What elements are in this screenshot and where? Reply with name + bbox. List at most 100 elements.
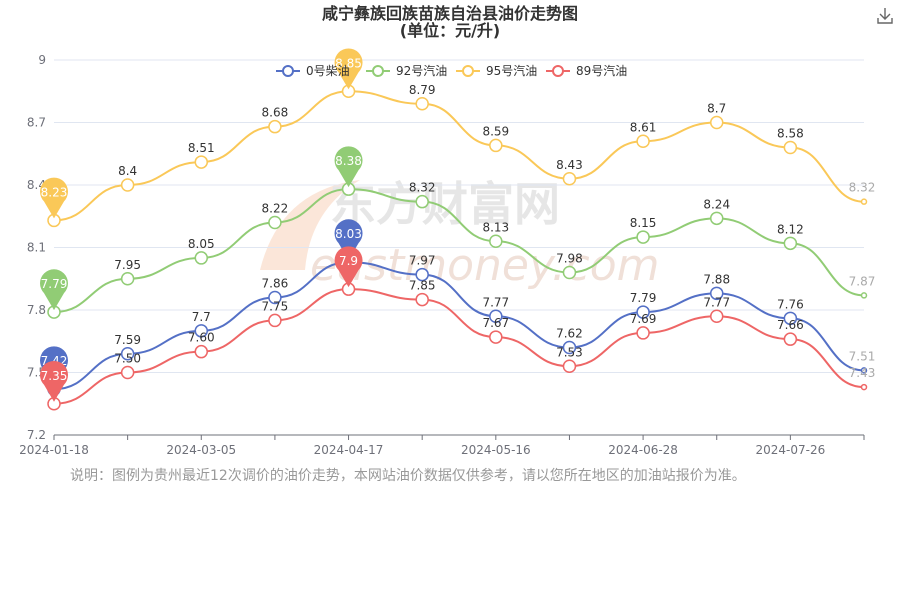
series-3: 7.50 7.60 7.75 7.85 7.67 7.53 7.69 7.77 7.66 7.43: [47, 279, 875, 411]
markpoint: 8.38: [334, 146, 363, 188]
data-point: [636, 134, 650, 148]
data-point: [860, 367, 868, 374]
legend-symbol: [372, 65, 384, 77]
data-point: [268, 290, 282, 305]
data-point: [120, 272, 135, 286]
data-point: [783, 332, 798, 346]
data-label: 8.79: [409, 83, 436, 97]
data-label: 8.05: [188, 237, 215, 251]
data-label: 8.68: [262, 106, 289, 120]
legend-item[interactable]: 95号汽油: [456, 63, 537, 78]
markpoint-pin: [40, 360, 69, 402]
x-tick-label: 2024-04-17: [314, 443, 384, 457]
data-point: [783, 311, 798, 326]
data-label: 7.97: [409, 254, 436, 268]
y-tick-label: 7.8: [27, 303, 46, 317]
data-label: 7.85: [409, 279, 436, 293]
data-point: [268, 215, 282, 230]
data-point: [709, 115, 724, 130]
data-label: 7.95: [114, 258, 141, 272]
data-point: [562, 172, 577, 186]
data-label: 8.15: [630, 216, 657, 230]
data-label: 7.59: [114, 333, 141, 347]
data-point: [709, 286, 724, 301]
legend-item[interactable]: 92号汽油: [366, 63, 447, 78]
data-point: [194, 251, 209, 265]
data-point: [268, 119, 282, 134]
data-label: 8.13: [482, 220, 509, 234]
markpoint-label: 8.03: [335, 227, 362, 241]
data-label: 7.53: [556, 345, 583, 359]
data-point: [636, 230, 650, 244]
markpoint: 8.23: [40, 177, 69, 219]
data-label: 7.62: [556, 327, 583, 341]
data-point: [489, 309, 503, 323]
download-icon[interactable]: [876, 6, 894, 26]
series-line: [53, 288, 865, 405]
y-tick-label: 7.2: [27, 428, 46, 442]
markpoint-pin: [334, 48, 363, 90]
data-label: 7.77: [703, 295, 730, 309]
data-point: [120, 365, 135, 380]
x-tick-label: 2024-05-16: [461, 443, 531, 457]
data-point: [860, 383, 868, 391]
x-tick-label: 2024-03-05: [166, 443, 236, 457]
data-label: 8.22: [262, 202, 289, 216]
markpoint: 8.03: [334, 219, 363, 261]
data-label: 8.4: [118, 164, 137, 178]
chart-note: 说明：图例为贵州最近12次调价的油价走势，本网站油价数据仅供参考，请以您所在地区…: [70, 468, 746, 484]
markpoint-pin: [40, 177, 69, 219]
markpoint-label: 7.35: [41, 369, 68, 383]
legend-item[interactable]: 89号汽油: [546, 63, 627, 78]
data-point: [489, 138, 503, 153]
y-tick-label: 8.1: [27, 241, 46, 255]
markpoint-label: 7.9: [339, 254, 358, 268]
markpoint: 7.35: [40, 360, 69, 402]
x-tick-label: 2024-06-28: [608, 443, 678, 457]
data-point: [489, 330, 503, 344]
markpoint-pin: [334, 219, 363, 261]
legend-symbol: [552, 65, 564, 77]
markpoint-label: 8.23: [41, 185, 68, 199]
data-label: 7.86: [262, 277, 289, 291]
data-label: 7.66: [777, 318, 804, 332]
legend-symbol: [462, 65, 474, 77]
data-point: [636, 305, 650, 319]
data-point: [489, 234, 503, 248]
data-label: 8.7: [707, 102, 726, 116]
markpoint: 7.9: [334, 246, 363, 288]
markpoint-pin: [334, 146, 363, 188]
data-point: [709, 309, 724, 323]
data-point: [194, 324, 209, 338]
markpoint: 7.79: [40, 269, 69, 311]
x-tick-label: 2024-07-26: [755, 443, 825, 457]
data-label: 7.51: [849, 349, 876, 363]
data-label: 7.77: [482, 295, 509, 309]
data-label: 7.98: [556, 252, 583, 266]
data-label: 8.58: [777, 127, 804, 141]
data-point: [562, 340, 577, 355]
data-label: 8.24: [703, 197, 730, 211]
data-point: [415, 97, 429, 111]
legend-label: 92号汽油: [396, 63, 447, 78]
data-point: [860, 292, 868, 299]
data-label: 7.60: [188, 331, 215, 345]
markpoint-label: 7.79: [41, 277, 68, 291]
markpoint-pin: [40, 269, 69, 311]
data-point: [268, 313, 282, 328]
markpoint: 8.85: [334, 48, 363, 90]
data-label: 8.12: [777, 222, 804, 236]
data-label: 8.43: [556, 158, 583, 172]
data-point: [415, 267, 429, 282]
data-label: 7.76: [777, 297, 804, 311]
legend-item[interactable]: 0号柴油: [276, 64, 350, 78]
data-label: 7.88: [703, 272, 730, 286]
data-label: 8.32: [849, 181, 876, 195]
data-label: 7.69: [630, 312, 657, 326]
data-label: 7.79: [630, 291, 657, 305]
data-point: [120, 178, 135, 192]
data-label: 8.61: [630, 120, 657, 134]
legend-label: 89号汽油: [576, 63, 627, 78]
